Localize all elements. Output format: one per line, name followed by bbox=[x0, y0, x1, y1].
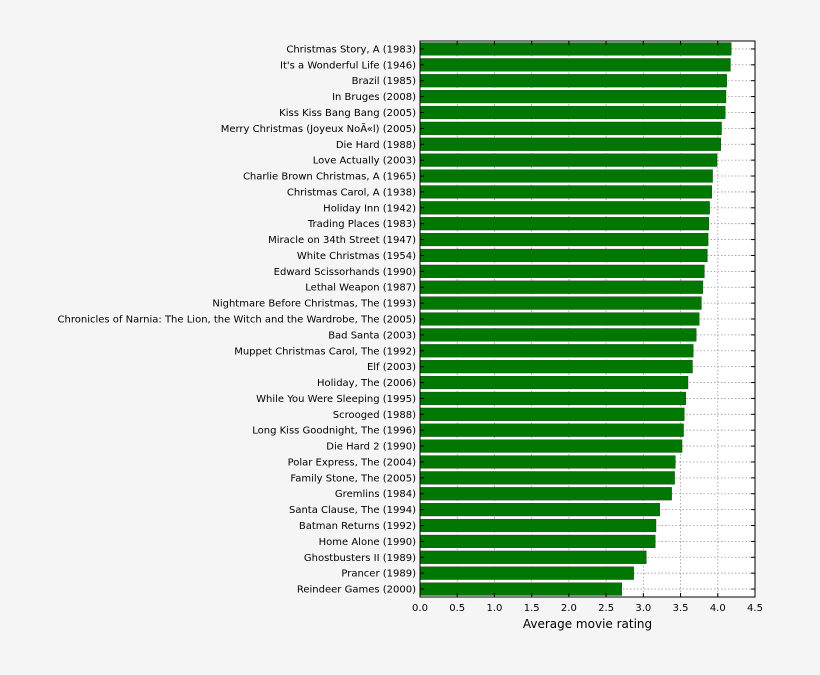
category-label: White Christmas (1954) bbox=[297, 251, 416, 262]
bar bbox=[419, 534, 656, 548]
x-tick-label: 3.5 bbox=[673, 603, 689, 614]
bar bbox=[419, 74, 727, 88]
bar bbox=[419, 360, 693, 374]
category-label: Batman Returns (1992) bbox=[299, 521, 416, 532]
x-tick-label: 0.5 bbox=[449, 603, 465, 614]
bar bbox=[419, 518, 657, 533]
category-label: Reindeer Games (2000) bbox=[297, 585, 416, 596]
category-label: It's a Wonderful Life (1946) bbox=[280, 60, 416, 71]
category-label: Polar Express, The (2004) bbox=[288, 457, 417, 468]
category-label: Holiday, The (2006) bbox=[317, 378, 416, 389]
x-tick-label: 4.0 bbox=[710, 603, 726, 614]
category-label: Gremlins (1984) bbox=[335, 489, 416, 500]
x-tick-label: 3.0 bbox=[635, 603, 651, 614]
category-label: Christmas Story, A (1983) bbox=[286, 44, 416, 55]
category-label: While You Were Sleeping (1995) bbox=[256, 394, 416, 405]
category-label: Ghostbusters II (1989) bbox=[304, 553, 416, 564]
bar bbox=[419, 105, 726, 120]
bar bbox=[419, 264, 705, 278]
category-label: Brazil (1985) bbox=[352, 76, 416, 87]
bar bbox=[419, 121, 722, 135]
bar bbox=[419, 296, 702, 310]
bar bbox=[419, 169, 713, 183]
bar bbox=[419, 407, 685, 421]
bar bbox=[419, 391, 686, 405]
bar bbox=[419, 439, 683, 453]
category-label: In Bruges (2008) bbox=[332, 92, 416, 103]
bar bbox=[419, 471, 675, 485]
category-label: Die Hard 2 (1990) bbox=[326, 442, 416, 453]
bar bbox=[419, 550, 647, 564]
category-label: Santa Clause, The (1994) bbox=[289, 505, 416, 516]
category-label: Bad Santa (2003) bbox=[328, 330, 416, 341]
x-tick-label: 2.0 bbox=[561, 603, 577, 614]
category-label: Holiday Inn (1942) bbox=[323, 203, 416, 214]
bar bbox=[419, 344, 694, 358]
bar bbox=[419, 487, 672, 501]
bar bbox=[419, 185, 713, 199]
bar bbox=[419, 233, 709, 247]
category-label: Home Alone (1990) bbox=[319, 537, 416, 548]
bar bbox=[419, 217, 710, 231]
bar bbox=[419, 137, 721, 151]
bar bbox=[419, 201, 710, 215]
bar bbox=[419, 280, 704, 294]
bar bbox=[419, 328, 697, 342]
x-tick-label: 1.0 bbox=[486, 603, 502, 614]
category-label: Muppet Christmas Carol, The (1992) bbox=[234, 346, 416, 357]
category-label: Miracle on 34th Street (1947) bbox=[268, 235, 416, 246]
x-tick-label: 1.5 bbox=[524, 603, 540, 614]
bar bbox=[419, 312, 700, 326]
category-label: Nightmare Before Christmas, The (1993) bbox=[212, 299, 416, 310]
bar bbox=[419, 423, 684, 437]
category-label: Kiss Kiss Bang Bang (2005) bbox=[279, 108, 416, 119]
x-tick-label: 4.5 bbox=[747, 603, 763, 614]
bar bbox=[419, 153, 718, 167]
category-label: Die Hard (1988) bbox=[336, 140, 416, 151]
bar bbox=[419, 90, 727, 104]
category-label: Long Kiss Goodnight, The (1996) bbox=[252, 426, 416, 437]
bar bbox=[419, 455, 676, 469]
bar bbox=[419, 566, 634, 580]
category-label: Edward Scissorhands (1990) bbox=[274, 267, 416, 278]
category-label: Scrooged (1988) bbox=[333, 410, 416, 421]
x-axis-label: Average movie rating bbox=[523, 617, 652, 631]
bar bbox=[419, 375, 689, 390]
category-label: Love Actually (2003) bbox=[313, 156, 416, 167]
category-label: Trading Places (1983) bbox=[307, 219, 416, 230]
category-label: Chronicles of Narnia: The Lion, the Witc… bbox=[58, 315, 417, 326]
x-tick-label: 2.5 bbox=[598, 603, 614, 614]
bar bbox=[419, 503, 660, 517]
category-label: Lethal Weapon (1987) bbox=[305, 283, 416, 294]
category-label: Elf (2003) bbox=[367, 362, 416, 373]
bar bbox=[419, 58, 731, 72]
category-label: Family Stone, The (2005) bbox=[290, 473, 416, 484]
bar bbox=[419, 582, 622, 596]
x-tick-label: 0.0 bbox=[412, 603, 428, 614]
category-label: Prancer (1989) bbox=[341, 569, 416, 580]
category-label: Christmas Carol, A (1938) bbox=[287, 187, 416, 198]
bar bbox=[419, 248, 708, 263]
category-label: Merry Christmas (Joyeux NoÃ«l) (2005) bbox=[221, 122, 416, 135]
category-label: Charlie Brown Christmas, A (1965) bbox=[243, 172, 416, 183]
bar bbox=[419, 42, 732, 56]
